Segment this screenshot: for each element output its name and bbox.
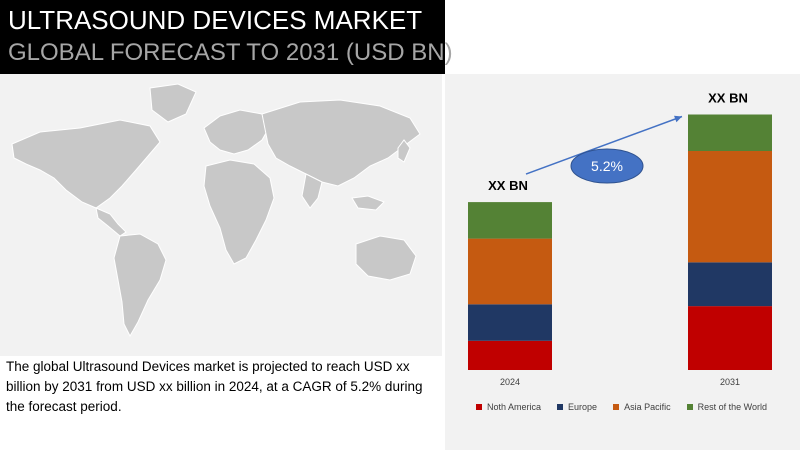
legend-swatch [557,404,564,410]
market-description: The global Ultrasound Devices market is … [6,359,423,414]
legend-swatch [613,404,620,410]
legend-label: Europe [568,402,598,412]
bar-segment-2024-rest-of-the-world [468,202,552,239]
bar-segment-2024-europe [468,304,552,341]
world-map-panel [0,74,442,356]
stacked-bar-chart: 2024 XX BN 2031 XX BN 5.2% [468,91,772,387]
world-map-icon [11,83,421,338]
legend-item: Rest of the World [686,402,767,412]
legend-swatch [686,404,693,410]
legend-swatch [476,404,482,410]
bar-total-label: XX BN [708,91,748,106]
page-title: ULTRASOUND DEVICES MARKET [8,5,423,35]
chart-legend: Noth America Europe Asia Pacific Rest of th… [476,402,767,412]
legend-label: Rest of the World [697,402,767,412]
legend-item: Asia Pacific [613,402,671,412]
header-banner: ULTRASOUND DEVICES MARKET GLOBAL FORECAS… [0,0,453,74]
legend-item: Europe [557,402,597,412]
bar-segment-2031-noth-america [688,306,772,370]
bar-segment-2024-asia-pacific [468,238,552,305]
bar-segment-2031-rest-of-the-world [688,114,772,151]
x-tick-label: 2031 [720,377,740,387]
cagr-arrow-head [674,115,682,123]
cagr-arrow-line [525,115,683,175]
legend-label: Noth America [487,402,542,412]
page-subtitle: GLOBAL FORECAST TO 2031 (USD BN) [8,39,453,66]
bar-segment-2024-noth-america [468,340,552,370]
cagr-label: 5.2% [591,158,623,174]
bar-total-label: XX BN [488,178,528,193]
bar-segment-2031-asia-pacific [688,151,772,263]
legend-label: Asia Pacific [624,402,671,412]
bar-segment-2031-europe [688,262,772,307]
legend-item: Noth America [476,402,541,412]
x-tick-label: 2024 [500,377,520,387]
cagr-bubble [570,148,644,184]
